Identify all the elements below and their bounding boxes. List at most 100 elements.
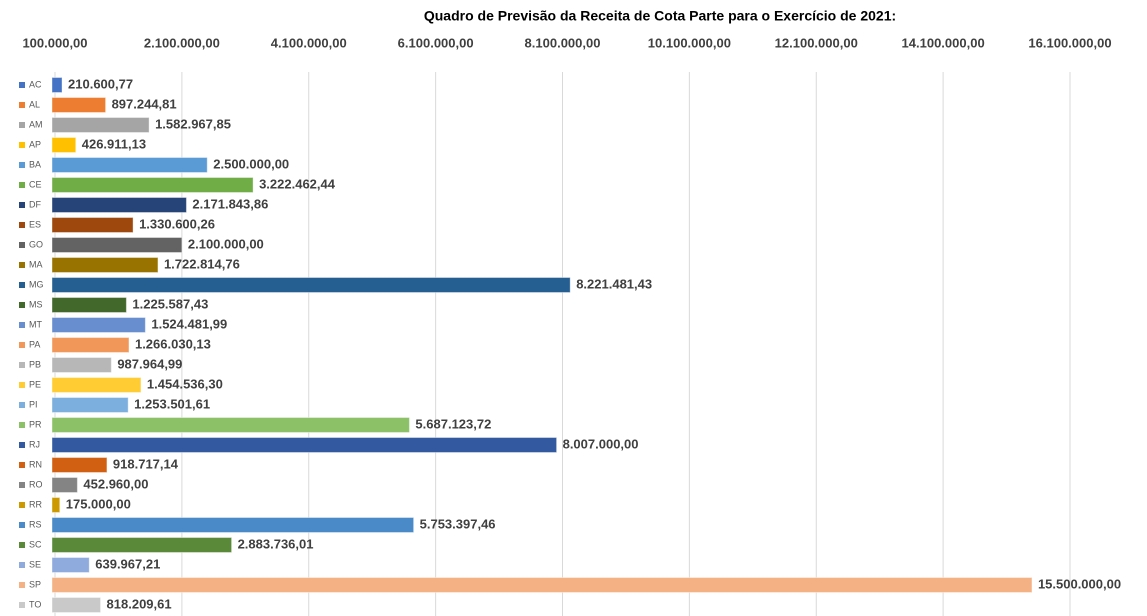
- legend-swatch: [19, 222, 25, 228]
- category-label: GO: [29, 239, 43, 249]
- bar: [51, 137, 77, 153]
- data-label: 1.524.481,99: [151, 316, 227, 331]
- bar: [51, 457, 108, 473]
- legend-swatch: [19, 402, 25, 408]
- bar: [51, 97, 107, 113]
- legend-swatch: [19, 542, 25, 548]
- x-tick-label: 6.100.000,00: [398, 35, 474, 50]
- legend-swatch: [19, 442, 25, 448]
- category-label: PE: [29, 379, 41, 389]
- data-label: 1.225.587,43: [132, 296, 208, 311]
- category-label: PB: [29, 359, 41, 369]
- category-label: SE: [29, 559, 41, 569]
- data-label: 1.454.536,30: [147, 376, 223, 391]
- bar: [51, 257, 159, 273]
- data-label: 818.209,61: [107, 596, 172, 611]
- category-label: SC: [29, 539, 42, 549]
- category-label: MA: [29, 259, 43, 269]
- data-label: 1.582.967,85: [155, 116, 231, 131]
- category-label: RR: [29, 499, 42, 509]
- data-label: 1.722.814,76: [164, 256, 240, 271]
- legend-swatch: [19, 242, 25, 248]
- legend-swatch: [19, 462, 25, 468]
- data-label: 918.717,14: [113, 456, 179, 471]
- x-tick-label: 12.100.000,00: [775, 35, 858, 50]
- legend-swatch: [19, 582, 25, 588]
- bar: [51, 357, 112, 373]
- data-label: 2.883.736,01: [238, 536, 314, 551]
- data-label: 2.100.000,00: [188, 236, 264, 251]
- legend-swatch: [19, 522, 25, 528]
- legend-swatch: [19, 602, 25, 608]
- bar: [51, 217, 134, 233]
- bar: [51, 517, 415, 533]
- chart-title: Quadro de Previsão da Receita de Cota Pa…: [424, 8, 896, 24]
- legend-swatch: [19, 82, 25, 88]
- category-label: MT: [29, 319, 42, 329]
- data-label: 2.171.843,86: [192, 196, 268, 211]
- category-label: RJ: [29, 439, 40, 449]
- data-label: 1.253.501,61: [134, 396, 210, 411]
- legend-swatch: [19, 502, 25, 508]
- category-label: AM: [29, 119, 43, 129]
- x-tick-label: 16.100.000,00: [1028, 35, 1111, 50]
- legend-swatch: [19, 482, 25, 488]
- bar: [51, 337, 130, 353]
- bar: [51, 597, 102, 613]
- legend-swatch: [19, 422, 25, 428]
- category-label: DF: [29, 199, 41, 209]
- data-label: 452.960,00: [83, 476, 148, 491]
- category-label: SP: [29, 579, 41, 589]
- data-label: 210.600,77: [68, 76, 133, 91]
- legend-swatch: [19, 162, 25, 168]
- bar: [51, 197, 187, 213]
- category-label: ES: [29, 219, 41, 229]
- data-label: 8.007.000,00: [563, 436, 639, 451]
- bar: [51, 557, 90, 573]
- bar: [51, 377, 142, 393]
- data-label: 2.500.000,00: [213, 156, 289, 171]
- category-label: PA: [29, 339, 40, 349]
- category-label: AP: [29, 139, 41, 149]
- legend-swatch: [19, 142, 25, 148]
- category-label: PI: [29, 399, 38, 409]
- bar: [51, 477, 78, 493]
- bar: [51, 397, 129, 413]
- category-label: PR: [29, 419, 42, 429]
- data-label: 897.244,81: [112, 96, 177, 111]
- category-label: MG: [29, 279, 44, 289]
- bar: [51, 117, 150, 133]
- data-label: 426.911,13: [82, 136, 146, 151]
- legend-swatch: [19, 302, 25, 308]
- data-label: 5.753.397,46: [420, 516, 496, 531]
- bar: [51, 277, 571, 293]
- category-label: MS: [29, 299, 43, 309]
- data-label: 987.964,99: [117, 356, 182, 371]
- x-tick-label: 10.100.000,00: [648, 35, 731, 50]
- legend-swatch: [19, 122, 25, 128]
- category-label: AC: [29, 79, 42, 89]
- data-label: 1.266.030,13: [135, 336, 211, 351]
- bar: [51, 317, 146, 333]
- bar: [51, 577, 1033, 593]
- bar: [51, 237, 183, 253]
- data-label: 175.000,00: [66, 496, 131, 511]
- x-tick-label: 2.100.000,00: [144, 35, 220, 50]
- x-tick-label: 14.100.000,00: [902, 35, 985, 50]
- category-label: CE: [29, 179, 42, 189]
- category-label: TO: [29, 599, 41, 609]
- category-label: AL: [29, 99, 40, 109]
- data-label: 8.221.481,43: [576, 276, 652, 291]
- bar: [51, 417, 410, 433]
- legend-swatch: [19, 182, 25, 188]
- bar: [51, 297, 127, 313]
- category-label: BA: [29, 159, 41, 169]
- data-label: 1.330.600,26: [139, 216, 215, 231]
- bar: [51, 497, 61, 513]
- bar: [51, 177, 254, 193]
- legend-swatch: [19, 262, 25, 268]
- category-label: RO: [29, 479, 43, 489]
- data-label: 639.967,21: [95, 556, 160, 571]
- legend-swatch: [19, 342, 25, 348]
